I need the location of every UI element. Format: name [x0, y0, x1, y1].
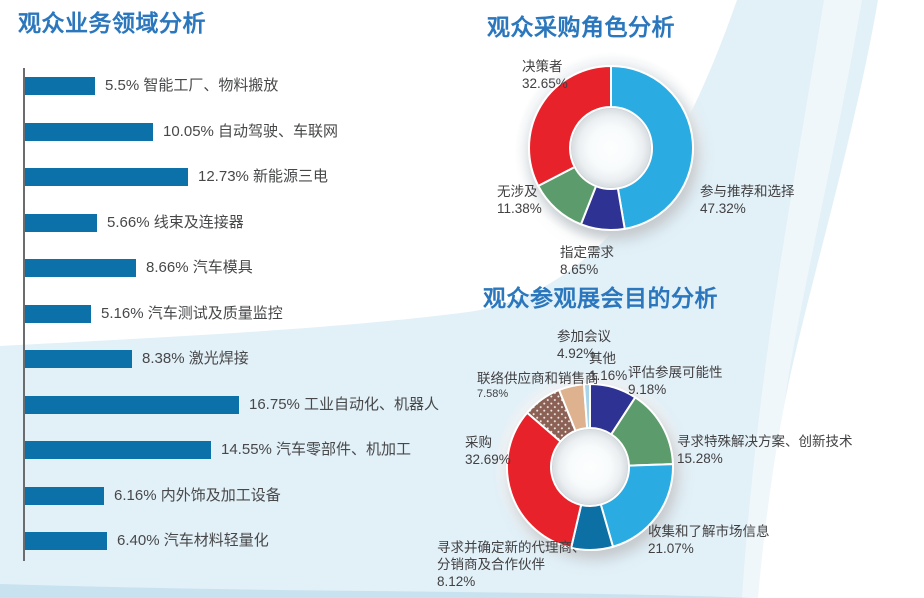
- donut-label-text: 指定需求: [560, 245, 614, 260]
- bar-row: 16.75% 工业自动化、机器人: [25, 396, 439, 414]
- bar-label: 5.66% 线束及连接器: [107, 214, 244, 231]
- donut-label-text: 联络供应商和销售商: [477, 371, 599, 386]
- donut-label: 其他 1.16%: [589, 351, 627, 385]
- bar-label: 12.73% 新能源三电: [198, 168, 329, 185]
- donut-label: 采购 32.69%: [465, 435, 511, 469]
- donut-label-pct: 8.12%: [437, 573, 476, 589]
- bar-label: 5.16% 汽车测试及质量监控: [101, 305, 283, 322]
- donut-label-text: 无涉及: [497, 184, 538, 199]
- donut-label-pct: 47.32%: [700, 200, 746, 216]
- donut-label: 参加会议 4.92%: [557, 329, 611, 363]
- bar-row: 6.16% 内外饰及加工设备: [25, 487, 281, 505]
- purchase-role-title: 观众采购角色分析: [487, 14, 675, 40]
- visit-purpose-title: 观众参观展会目的分析: [483, 285, 718, 311]
- bar: [25, 214, 97, 232]
- bar-label: 6.16% 内外饰及加工设备: [114, 487, 281, 504]
- donut-label-text: 决策者: [522, 59, 563, 74]
- donut-label-text: 寻求并确定新的代理商、: [437, 540, 586, 555]
- donut-label: 联络供应商和销售商 7.58%: [477, 371, 599, 402]
- bar-row: 5.66% 线束及连接器: [25, 214, 244, 232]
- purchase-role-section: 观众采购角色分析: [440, 0, 924, 283]
- donut-label-text: 寻求特殊解决方案、创新技术: [677, 434, 853, 449]
- bar-label: 16.75% 工业自动化、机器人: [249, 396, 440, 413]
- donut-label-pct: 8.65%: [560, 261, 599, 277]
- donut-label-text: 评估参展可能性: [628, 365, 723, 380]
- donut-label: 评估参展可能性 9.18%: [628, 365, 723, 399]
- bar-row: 14.55% 汽车零部件、机加工: [25, 441, 411, 459]
- visit-purpose-section: 观众参观展会目的分析: [437, 283, 924, 598]
- donut-label-text: 采购: [465, 435, 492, 450]
- y-axis-line: [23, 68, 25, 561]
- bar: [25, 350, 132, 368]
- bar-row: 8.66% 汽车模具: [25, 259, 253, 277]
- donut-label-pct: 4.92%: [557, 345, 596, 361]
- donut-label: 决策者 32.65%: [522, 59, 568, 93]
- bar-row: 5.5% 智能工厂、物料搬放: [25, 77, 278, 95]
- bar: [25, 441, 211, 459]
- donut-label: 寻求特殊解决方案、创新技术 15.28%: [677, 434, 853, 468]
- donut-label-pct: 32.69%: [465, 451, 511, 467]
- donut-segment-7: [582, 383, 591, 430]
- bar: [25, 168, 188, 186]
- bar-row: 8.38% 激光焊接: [25, 350, 249, 368]
- bar-label: 10.05% 自动驾驶、车联网: [163, 123, 339, 140]
- donut-ring: [505, 383, 674, 551]
- donut-chart: [515, 52, 707, 244]
- bar-label: 14.55% 汽车零部件、机加工: [221, 441, 412, 458]
- donut-segment-3: [528, 65, 612, 187]
- bar: [25, 77, 95, 95]
- donut-segment-2: [599, 463, 674, 548]
- donut-label-pct: 21.07%: [648, 540, 694, 556]
- donut-hole: [571, 108, 651, 188]
- donut-hole: [552, 429, 628, 505]
- bar-row: 6.40% 汽车材料轻量化: [25, 532, 269, 550]
- bar-row: 5.16% 汽车测试及质量监控: [25, 305, 283, 323]
- donut-label-pct: 32.65%: [522, 75, 568, 91]
- bar-row: 12.73% 新能源三电: [25, 168, 328, 186]
- bar: [25, 487, 104, 505]
- swoosh-bottom-strip: [0, 584, 754, 598]
- bar-label: 8.66% 汽车模具: [146, 259, 253, 276]
- donut-label-text: 分销商及合作伙伴: [437, 556, 545, 572]
- donut-label: 收集和了解市场信息 21.07%: [648, 524, 770, 558]
- bar-row: 10.05% 自动驾驶、车联网: [25, 123, 338, 141]
- donut-chart: [493, 370, 687, 564]
- donut-label-text: 其他: [589, 351, 616, 366]
- donut-label-pct: 1.16%: [589, 367, 628, 383]
- bar: [25, 305, 91, 323]
- bar: [25, 123, 153, 141]
- donut-label: 指定需求 8.65%: [560, 245, 614, 279]
- donut-label-pct: 9.18%: [628, 381, 667, 397]
- bar-chart-section: 观众业务领域分析 5.5% 智能工厂、物料搬放 10.05% 自动驾驶、车联网 12…: [0, 0, 440, 598]
- bar: [25, 396, 239, 414]
- donut-label-text: 收集和了解市场信息: [648, 524, 770, 539]
- donut-segment-4: [505, 411, 583, 549]
- donut-label: 参与推荐和选择 47.32%: [700, 184, 795, 218]
- swoosh-highlight: [742, 0, 862, 598]
- bar-label: 8.38% 激光焊接: [142, 350, 249, 367]
- bar-chart-title: 观众业务领域分析: [18, 10, 206, 36]
- donut-ring: [528, 65, 694, 231]
- donut-label-pct: 15.28%: [677, 450, 723, 466]
- donut-label: 寻求并确定新的代理商、 分销商及合作伙伴 8.12%: [437, 540, 586, 591]
- donut-segment-0: [610, 65, 694, 230]
- bar-label: 6.40% 汽车材料轻量化: [117, 532, 269, 549]
- donut-label-text: 参与推荐和选择: [700, 184, 795, 199]
- donut-label-text: 参加会议: [557, 329, 611, 344]
- bar-label: 5.5% 智能工厂、物料搬放: [105, 77, 279, 94]
- bar: [25, 532, 107, 550]
- donut-label: 无涉及 11.38%: [497, 184, 542, 218]
- bar: [25, 259, 136, 277]
- donut-label-pct: 11.38%: [497, 200, 542, 216]
- donut-label-pct: 7.58%: [477, 387, 509, 400]
